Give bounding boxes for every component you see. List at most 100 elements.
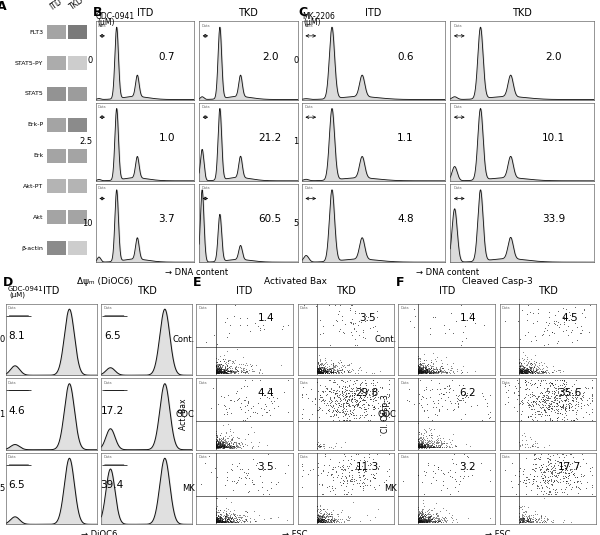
Point <box>410 312 420 320</box>
Point <box>318 517 328 525</box>
Text: (μM): (μM) <box>9 292 25 298</box>
Point <box>414 518 424 526</box>
Point <box>320 354 330 363</box>
Point <box>223 515 233 523</box>
Point <box>415 364 425 373</box>
Point <box>420 517 430 525</box>
Point <box>212 433 222 441</box>
Point <box>413 365 422 373</box>
Point <box>230 368 239 377</box>
Point <box>568 396 578 405</box>
Point <box>318 510 328 519</box>
Point <box>422 360 431 369</box>
Point <box>318 366 328 374</box>
Point <box>515 517 524 526</box>
Point <box>211 361 221 369</box>
Point <box>226 514 236 523</box>
Point <box>314 510 324 519</box>
Point <box>416 514 425 522</box>
Point <box>564 471 574 479</box>
Point <box>580 313 590 322</box>
Text: 5: 5 <box>0 484 5 493</box>
Point <box>416 367 426 376</box>
Point <box>533 482 542 490</box>
Point <box>519 394 529 402</box>
Point <box>331 368 340 377</box>
Point <box>236 405 245 414</box>
Point <box>314 351 323 360</box>
Point <box>421 444 431 452</box>
Point <box>325 341 335 349</box>
Point <box>421 366 431 374</box>
Point <box>527 369 536 377</box>
Point <box>431 441 441 450</box>
Point <box>219 368 229 376</box>
Point <box>328 369 338 377</box>
Point <box>372 313 382 322</box>
Point <box>235 511 244 519</box>
Point <box>262 486 272 494</box>
Point <box>527 369 537 377</box>
Point <box>521 366 530 374</box>
Point <box>424 438 433 446</box>
Point <box>424 369 434 377</box>
Point <box>421 511 430 519</box>
Point <box>370 395 380 404</box>
Point <box>312 367 322 376</box>
Point <box>413 440 423 448</box>
Point <box>313 359 323 368</box>
Point <box>209 331 219 339</box>
Point <box>423 439 433 448</box>
Point <box>314 441 324 450</box>
Point <box>321 368 331 376</box>
Point <box>454 395 463 403</box>
Point <box>212 442 222 450</box>
Point <box>230 368 240 376</box>
Point <box>555 367 565 376</box>
Point <box>218 434 228 442</box>
Point <box>553 478 563 486</box>
Point <box>313 365 322 374</box>
Point <box>317 511 326 520</box>
Point <box>228 515 238 524</box>
Point <box>427 435 436 444</box>
Point <box>222 516 232 524</box>
Point <box>352 395 361 404</box>
Point <box>223 369 233 377</box>
Point <box>433 438 442 447</box>
Point <box>316 360 325 369</box>
Point <box>521 366 531 375</box>
Point <box>348 479 358 488</box>
Point <box>413 515 422 524</box>
Point <box>319 366 328 375</box>
Point <box>363 416 373 424</box>
Point <box>217 516 227 524</box>
Point <box>317 512 326 521</box>
Point <box>583 401 593 409</box>
Text: Data: Data <box>299 380 308 385</box>
Point <box>240 361 250 369</box>
Point <box>537 463 547 471</box>
Point <box>587 397 596 406</box>
Point <box>343 392 352 400</box>
Point <box>299 383 308 392</box>
Point <box>424 366 433 375</box>
Point <box>526 367 536 376</box>
Point <box>524 368 534 376</box>
Point <box>219 444 229 452</box>
Point <box>539 367 549 376</box>
Point <box>436 368 446 376</box>
Point <box>415 366 425 375</box>
Point <box>526 366 536 375</box>
Point <box>319 517 328 525</box>
Point <box>526 486 536 495</box>
Point <box>525 390 535 399</box>
Point <box>298 393 307 401</box>
Point <box>212 368 221 377</box>
Point <box>211 513 220 521</box>
Point <box>213 369 223 377</box>
Point <box>413 511 423 520</box>
Point <box>339 450 349 458</box>
Point <box>214 512 223 521</box>
Point <box>413 367 423 376</box>
